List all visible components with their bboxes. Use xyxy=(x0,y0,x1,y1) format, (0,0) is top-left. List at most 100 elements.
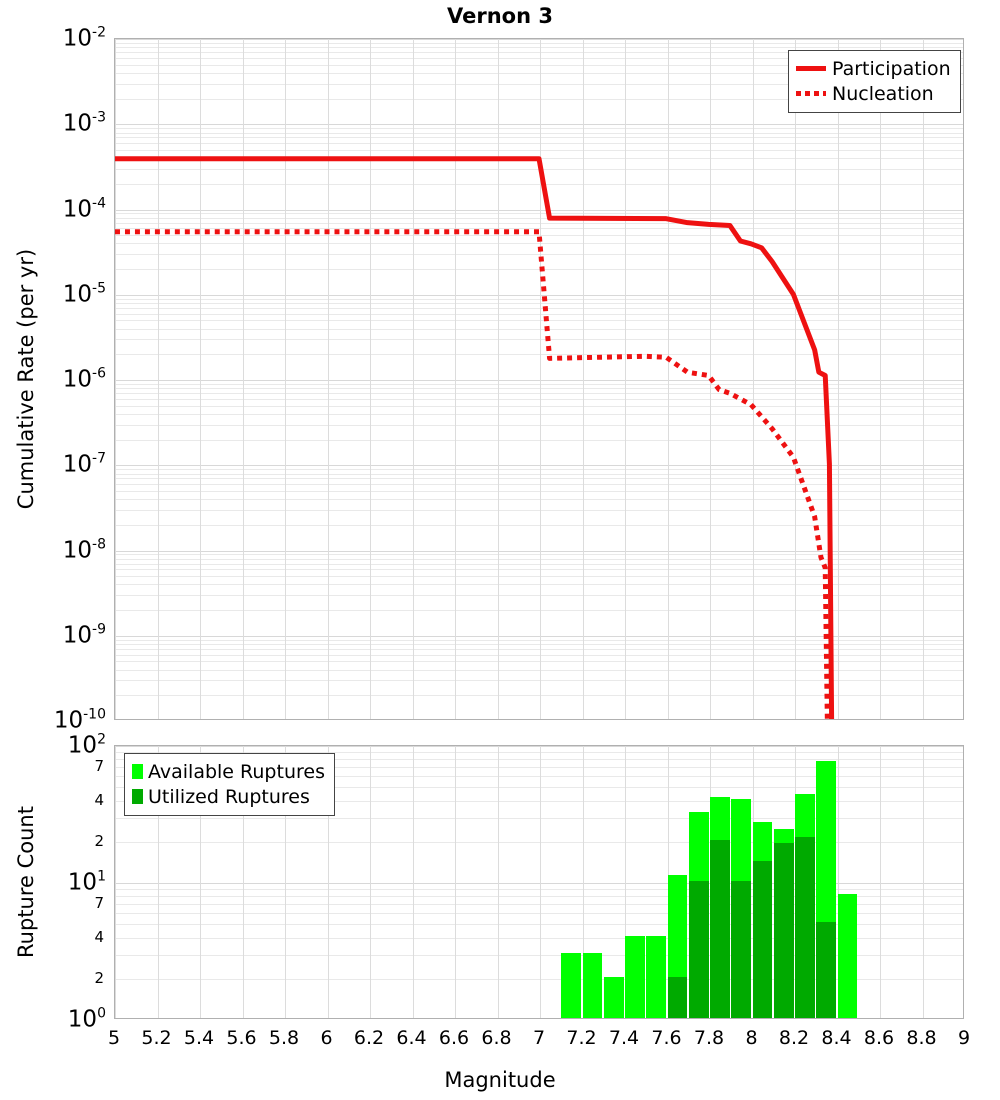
bar-group xyxy=(582,746,603,1018)
gridline xyxy=(922,39,924,719)
gridline xyxy=(540,746,541,1018)
gridline xyxy=(285,746,286,1018)
gridline xyxy=(115,669,963,671)
gridline xyxy=(115,243,963,245)
gridline xyxy=(115,883,963,884)
legend-label-nucleation: Nucleation xyxy=(832,82,934,105)
gridline xyxy=(115,209,963,211)
x-tick-label: 6.2 xyxy=(353,1027,385,1049)
bar-available xyxy=(646,935,666,1018)
gridline xyxy=(115,320,963,322)
gridline xyxy=(115,213,963,215)
chart-title: Vernon 3 xyxy=(447,4,553,28)
gridline xyxy=(115,83,963,85)
x-tick-label: 5.8 xyxy=(268,1027,300,1049)
y-tick-label: 102 xyxy=(67,731,106,759)
x-tick-label: 5 xyxy=(107,1027,121,1049)
x-tick-label: 6.8 xyxy=(481,1027,512,1049)
gridline xyxy=(327,39,329,719)
y-tick-label-minor: 4 xyxy=(94,927,104,946)
gridline xyxy=(115,639,963,641)
gridline xyxy=(115,550,963,552)
gridline xyxy=(200,39,201,719)
gridline xyxy=(837,746,839,1018)
x-tick-label: 7.8 xyxy=(693,1027,725,1049)
gridline xyxy=(880,746,881,1018)
x-tick-label: 5.6 xyxy=(226,1027,257,1049)
gridline xyxy=(285,39,286,719)
gridline xyxy=(115,680,963,682)
gridline xyxy=(115,499,963,501)
gridline xyxy=(497,746,499,1018)
gridline xyxy=(837,39,839,719)
gridline xyxy=(115,524,963,526)
gridline xyxy=(115,413,963,415)
gridline xyxy=(242,746,244,1018)
x-tick-label: 6 xyxy=(320,1027,333,1049)
utilized-swatch-icon xyxy=(132,789,143,804)
gridline xyxy=(497,39,499,719)
y-tick-label-minor: 2 xyxy=(94,968,104,987)
gridline xyxy=(115,889,963,891)
x-tick-label: 6.4 xyxy=(396,1027,427,1049)
x-tick-label: 8.2 xyxy=(778,1027,810,1049)
gridline xyxy=(115,393,963,395)
gridline xyxy=(115,52,963,54)
y-tick-label-minor: 7 xyxy=(94,894,104,913)
bar-group xyxy=(561,746,581,1018)
bar-group xyxy=(667,746,688,1018)
gridline xyxy=(115,132,963,134)
gridline xyxy=(115,841,963,843)
gridline xyxy=(115,64,963,66)
gridline xyxy=(115,269,963,271)
gridline xyxy=(115,648,963,650)
bar-available xyxy=(561,952,581,1018)
x-axis-title: Magnitude xyxy=(444,1068,556,1092)
curve-legend: Participation Nucleation xyxy=(788,50,961,113)
bar-group xyxy=(646,746,666,1018)
x-tick-label: 7.2 xyxy=(566,1027,597,1049)
y-tick-label: 101 xyxy=(67,868,106,896)
bar-group xyxy=(625,746,645,1018)
gridline xyxy=(115,298,963,300)
solid-line-icon xyxy=(796,66,826,71)
x-tick-label: 8.8 xyxy=(906,1027,937,1049)
gridline xyxy=(115,661,963,663)
x-tick-label: 7.4 xyxy=(608,1027,640,1049)
legend-item-nucleation: Nucleation xyxy=(796,81,951,106)
gridline xyxy=(412,746,414,1018)
y-tick-label: 10-3 xyxy=(62,109,106,137)
y-tick-label: 10-4 xyxy=(62,195,106,222)
bar-group xyxy=(731,746,751,1018)
bar-utilized xyxy=(667,976,688,1018)
gridline xyxy=(115,328,963,330)
gridline xyxy=(115,746,963,747)
x-tick-label: 8.4 xyxy=(821,1027,852,1049)
bar-utilized xyxy=(688,881,709,1018)
gridline xyxy=(115,149,963,151)
gridline xyxy=(115,388,963,390)
gridline xyxy=(115,752,963,754)
gridline xyxy=(455,39,456,719)
gridline xyxy=(115,383,963,385)
gridline xyxy=(115,465,963,467)
gridline xyxy=(115,610,963,612)
gridline xyxy=(115,563,963,565)
gridline xyxy=(115,473,963,475)
gridline xyxy=(115,478,963,480)
gridline xyxy=(115,484,963,486)
gridline xyxy=(922,746,924,1018)
bar-group xyxy=(773,746,794,1018)
bar-available xyxy=(603,976,624,1018)
dotted-line-icon xyxy=(796,91,826,96)
x-tick-label: 8 xyxy=(745,1027,758,1049)
legend-label-utilized: Utilized Ruptures xyxy=(148,785,310,808)
bar-group xyxy=(603,746,624,1018)
gridline xyxy=(115,354,963,356)
gridline xyxy=(115,42,963,44)
gridline xyxy=(115,584,963,586)
x-tick-label: 7.6 xyxy=(651,1027,682,1049)
gridline xyxy=(115,47,963,49)
gridline xyxy=(115,39,116,719)
bar-available xyxy=(582,952,603,1018)
